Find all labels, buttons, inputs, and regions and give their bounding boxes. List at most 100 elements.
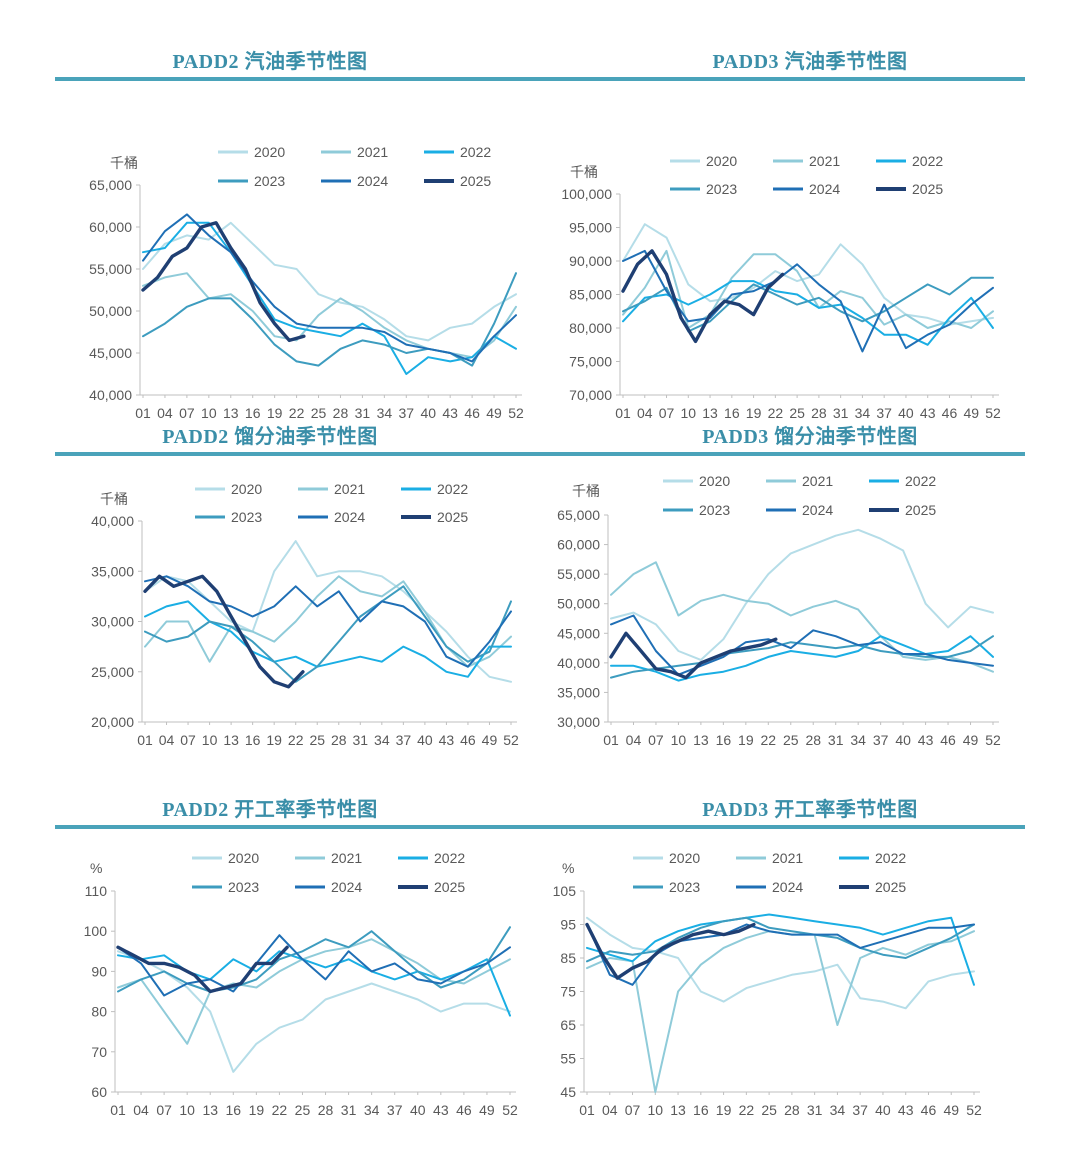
x-tick-label: 13 (202, 1102, 218, 1118)
x-tick-label: 22 (739, 1102, 755, 1118)
x-tick-label: 07 (156, 1102, 172, 1118)
y-tick-label: 85,000 (569, 287, 612, 303)
chart-title: PADD3 汽油季节性图 (712, 51, 908, 73)
y-unit-label: 千桶 (570, 164, 598, 180)
x-tick-label: 19 (249, 1102, 265, 1118)
legend-label-2023: 2023 (706, 181, 737, 197)
x-tick-label: 22 (768, 405, 784, 421)
x-tick-label: 31 (807, 1102, 823, 1118)
series-line-2023 (117, 926, 511, 993)
x-tick-label: 01 (137, 732, 153, 748)
x-tick-label: 10 (202, 732, 218, 748)
x-tick-label: 31 (828, 732, 844, 748)
x-tick-label: 22 (761, 732, 777, 748)
x-tick-label: 28 (333, 405, 349, 421)
padd2-gasoline-chart: PADD2 汽油季节性图 40,000 45,000 50,000 55,000 60,… (0, 45, 540, 425)
legend-label-2023: 2023 (231, 509, 262, 525)
y-tick-label: 40,000 (91, 513, 134, 529)
y-tick-label: 60 (91, 1084, 107, 1100)
series-line-2020 (622, 223, 994, 326)
x-tick-label: 31 (355, 405, 371, 421)
x-tick-label: 22 (289, 405, 305, 421)
chart-plot: 70,000 75,000 80,000 85,000 90,000 95,000 100,… (561, 153, 1001, 421)
series-line-2022 (144, 600, 512, 678)
y-tick-label: 65,000 (89, 177, 132, 193)
x-tick-label: 28 (318, 1102, 334, 1118)
series-line-2023 (586, 916, 975, 963)
y-tick-label: 110 (85, 883, 108, 899)
y-tick-label: 55,000 (557, 566, 600, 582)
chart-plot: 45 55 65 75 85 95 105 01 04 07 10 13 16 19 22 25 28 31 34 3… (553, 850, 982, 1118)
x-tick-label: 43 (898, 1102, 914, 1118)
x-tick-label: 43 (442, 405, 458, 421)
series-line-2021 (142, 272, 517, 359)
series-line-2023 (144, 585, 512, 683)
x-tick-label: 16 (245, 732, 261, 748)
x-tick-label: 22 (272, 1102, 288, 1118)
chart-title: PADD2 馏分油季节性图 (162, 426, 378, 448)
padd3-gasoline-chart: PADD3 汽油季节性图 70,000 75,000 80,000 85,000 90,… (540, 45, 1080, 425)
x-tick-label: 10 (671, 732, 687, 748)
x-tick-label: 13 (702, 405, 718, 421)
y-tick-label: 35,000 (557, 684, 600, 700)
x-tick-label: 52 (985, 732, 1001, 748)
series-line-2021 (586, 930, 975, 1093)
x-tick-label: 49 (963, 732, 979, 748)
legend-label-2021: 2021 (772, 850, 803, 866)
legend-label-2025: 2025 (905, 502, 936, 518)
x-tick-label: 37 (387, 1102, 403, 1118)
x-tick-label: 07 (180, 732, 196, 748)
chart-title: PADD2 汽油季节性图 (172, 51, 368, 73)
legend-label-2020: 2020 (706, 153, 737, 169)
y-tick-label: 40,000 (89, 387, 132, 403)
x-tick-label: 25 (789, 405, 805, 421)
y-tick-label: 55,000 (89, 261, 132, 277)
x-tick-label: 28 (331, 732, 347, 748)
y-tick-label: 85 (560, 950, 576, 966)
x-tick-label: 40 (420, 405, 436, 421)
x-tick-label: 13 (223, 732, 239, 748)
x-tick-label: 28 (784, 1102, 800, 1118)
series-line-2025 (621, 249, 785, 344)
padd3-utilization-chart: PADD3 开工率季节性图 45 55 65 75 85 95 105 01 04 07 10 13 1… (540, 793, 1080, 1173)
x-tick-label: 04 (159, 732, 175, 748)
legend-label-2022: 2022 (912, 153, 943, 169)
y-unit-label: 千桶 (100, 491, 128, 507)
x-tick-label: 04 (602, 1102, 618, 1118)
title-underline (540, 825, 1025, 829)
x-tick-label: 43 (439, 732, 455, 748)
padd2-distillate-chart: PADD2 馏分油季节性图 20,000 25,000 30,000 35,000 40… (0, 420, 540, 800)
x-tick-label: 01 (615, 405, 631, 421)
x-tick-label: 49 (486, 405, 502, 421)
legend-label-2025: 2025 (434, 879, 465, 895)
y-tick-label: 45,000 (557, 625, 600, 641)
y-tick-label: 100,000 (561, 186, 612, 202)
y-tick-label: 65,000 (557, 507, 600, 523)
series-line-2025 (141, 221, 306, 343)
y-tick-label: 70 (91, 1044, 107, 1060)
chart-plot: 40,000 45,000 50,000 55,000 60,000 65,000 01 04… (89, 144, 524, 421)
x-tick-label: 46 (460, 732, 476, 748)
series-line-2025 (585, 922, 756, 980)
legend-label-2023: 2023 (669, 879, 700, 895)
series-line-2024 (142, 213, 517, 363)
y-tick-label: 55 (560, 1051, 576, 1067)
title-underline (55, 452, 540, 456)
title-underline (540, 452, 1025, 456)
x-tick-label: 49 (943, 1102, 959, 1118)
chart-title: PADD3 馏分油季节性图 (702, 426, 918, 448)
series-line-2022 (142, 221, 517, 375)
legend-label-2024: 2024 (809, 181, 840, 197)
x-tick-label: 28 (805, 732, 821, 748)
legend-label-2023: 2023 (228, 879, 259, 895)
legend-label-2020: 2020 (669, 850, 700, 866)
y-tick-label: 105 (553, 883, 577, 899)
x-tick-label: 01 (135, 405, 151, 421)
x-tick-label: 31 (833, 405, 849, 421)
y-tick-label: 80 (91, 1004, 107, 1020)
y-tick-label: 50,000 (89, 303, 132, 319)
x-tick-label: 16 (693, 1102, 709, 1118)
x-tick-label: 34 (374, 732, 390, 748)
y-tick-label: 30,000 (557, 714, 600, 730)
y-tick-label: 45,000 (89, 345, 132, 361)
